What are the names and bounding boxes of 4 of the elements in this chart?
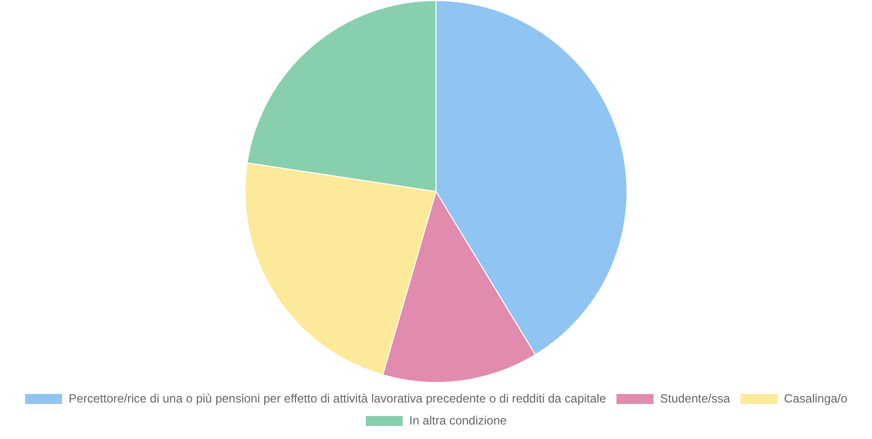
legend-label: Percettore/rice di una o più pensioni per effetto di attività lavorativa precedente o di redditi da capitale [68, 391, 606, 406]
legend-label: Casalinga/o [784, 391, 848, 406]
legend-label: Studente/ssa [660, 391, 730, 406]
legend-label: In altra condizione [409, 413, 508, 428]
